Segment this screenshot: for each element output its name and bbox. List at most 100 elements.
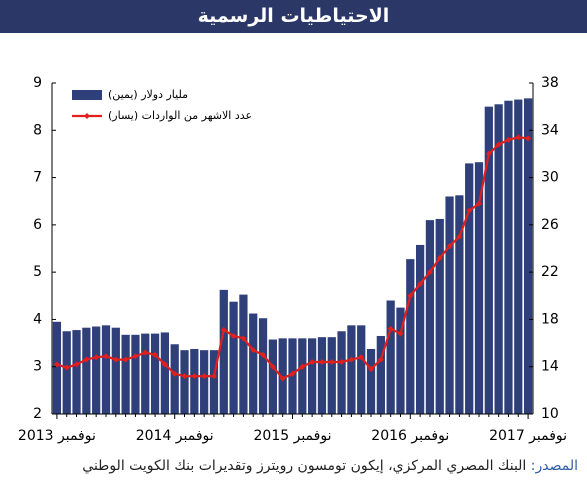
- bar: [258, 318, 268, 414]
- line-marker: [417, 280, 424, 287]
- source-label: المصدر:: [530, 458, 578, 474]
- bar: [209, 350, 219, 414]
- line-marker: [525, 135, 532, 142]
- line-marker: [269, 363, 276, 370]
- bar: [200, 350, 209, 414]
- line-marker: [397, 330, 404, 337]
- line-marker: [230, 332, 237, 339]
- bar: [415, 244, 425, 414]
- y-tick-label: 4: [33, 311, 42, 327]
- bar: [150, 333, 160, 414]
- bar: [239, 294, 248, 414]
- x-tick-label: نوفمبر 2016: [371, 428, 449, 444]
- line-marker: [476, 200, 483, 207]
- line-marker: [495, 141, 502, 148]
- bar: [170, 344, 179, 414]
- line-marker: [377, 356, 384, 363]
- line-marker: [348, 356, 355, 363]
- bar: [406, 259, 415, 414]
- bar: [190, 348, 199, 414]
- legend-swatch: [72, 90, 102, 100]
- y2-tick-label: 14: [541, 359, 559, 375]
- line-marker: [436, 254, 443, 261]
- bar: [131, 334, 140, 414]
- line-marker: [485, 150, 492, 157]
- bar: [298, 338, 307, 414]
- bar: [347, 325, 356, 414]
- line-marker: [407, 292, 414, 299]
- line-marker: [279, 375, 286, 382]
- line-marker: [426, 269, 433, 276]
- bar: [72, 330, 81, 414]
- y2-tick-label: 18: [541, 311, 559, 327]
- bar: [366, 348, 376, 414]
- y2-tick-label: 38: [541, 75, 559, 91]
- line-marker: [220, 326, 227, 333]
- bar: [92, 326, 101, 414]
- line-marker: [466, 207, 473, 214]
- line-marker: [102, 353, 109, 360]
- line-marker: [191, 373, 198, 380]
- legend-label: مليار دولار (يمين): [108, 88, 188, 101]
- chart-title: الاحتياطيات الرسمية: [0, 0, 587, 33]
- line-marker: [318, 358, 325, 365]
- bar: [396, 307, 405, 414]
- bar: [504, 100, 513, 414]
- line-marker: [387, 325, 394, 332]
- y2-tick-label: 22: [541, 264, 559, 280]
- line-marker: [171, 370, 178, 377]
- bar: [465, 163, 474, 414]
- legend-label: عدد الاشهر من الواردات (يسار): [108, 109, 252, 122]
- bar: [101, 325, 111, 414]
- bar: [249, 313, 258, 414]
- line-marker: [515, 134, 522, 141]
- y-tick-label: 5: [33, 264, 42, 280]
- bar: [219, 289, 228, 414]
- bar: [327, 337, 336, 414]
- y2-tick-label: 34: [541, 122, 559, 138]
- line-marker: [63, 364, 70, 371]
- bar: [337, 331, 346, 414]
- bar: [514, 99, 523, 415]
- bar: [52, 321, 62, 414]
- line-marker: [161, 361, 168, 368]
- line-marker: [250, 347, 257, 354]
- line-marker: [132, 353, 139, 360]
- bar: [121, 334, 130, 414]
- line-marker: [446, 243, 453, 250]
- bar: [523, 98, 533, 414]
- x-tick-label: نوفمبر 2015: [254, 428, 332, 444]
- line-marker: [53, 361, 60, 368]
- line-marker: [142, 349, 149, 356]
- y-tick-label: 6: [33, 217, 42, 233]
- legend-swatch: [84, 113, 90, 119]
- line-marker: [368, 366, 375, 373]
- bar: [494, 104, 503, 415]
- line-marker: [505, 136, 512, 143]
- line-marker: [289, 370, 296, 377]
- bar: [386, 300, 395, 414]
- bar: [376, 335, 385, 414]
- line-marker: [358, 354, 365, 361]
- y-tick-label: 3: [33, 359, 42, 375]
- bar: [268, 339, 277, 414]
- line-marker: [338, 358, 345, 365]
- line-marker: [309, 358, 316, 365]
- bar: [445, 196, 454, 414]
- y-tick-label: 2: [33, 406, 42, 422]
- line-marker: [240, 335, 247, 342]
- bar: [229, 301, 238, 414]
- line-marker: [328, 358, 335, 365]
- source-text: البنك المصري المركزي، إيكون تومسون رويتر…: [82, 458, 527, 474]
- bar: [425, 220, 435, 414]
- line-marker: [181, 373, 188, 380]
- line-marker: [122, 356, 129, 363]
- y-tick-label: 9: [33, 75, 42, 91]
- bar: [62, 331, 71, 414]
- line-marker: [93, 354, 100, 361]
- y2-tick-label: 10: [541, 406, 559, 422]
- y2-tick-label: 26: [541, 217, 559, 233]
- bar: [308, 338, 317, 414]
- y-tick-label: 7: [33, 170, 42, 186]
